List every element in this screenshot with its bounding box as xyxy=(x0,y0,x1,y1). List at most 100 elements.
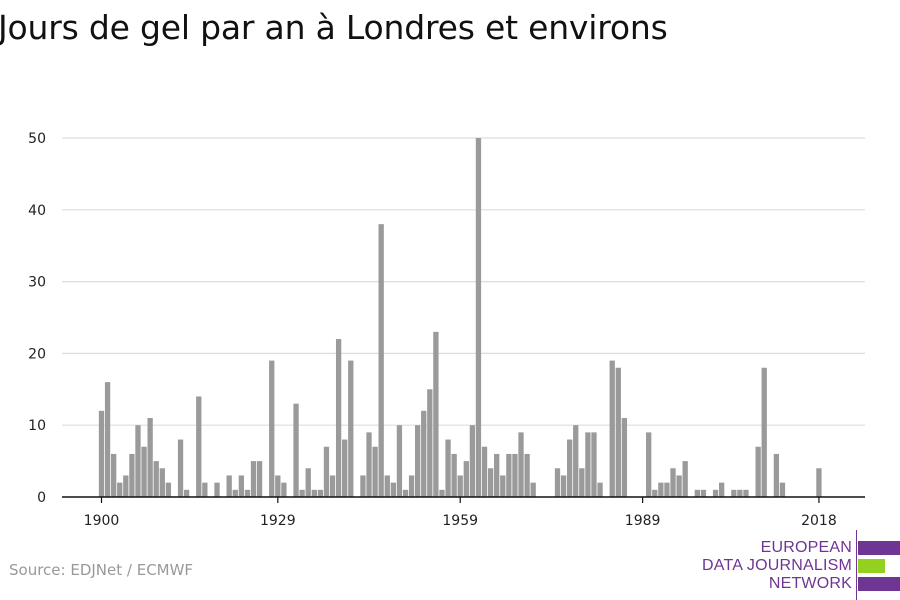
bar xyxy=(609,360,615,497)
bar xyxy=(372,446,378,497)
bar xyxy=(621,418,628,497)
bar xyxy=(232,489,238,497)
bar xyxy=(573,425,579,497)
bar xyxy=(433,331,439,497)
bar xyxy=(487,468,494,497)
bar xyxy=(305,468,311,497)
bar xyxy=(402,489,409,497)
bars xyxy=(98,138,822,497)
y-tick-label: 0 xyxy=(37,490,46,506)
bar xyxy=(348,360,354,497)
bar xyxy=(335,339,342,497)
bar xyxy=(712,489,719,497)
bar xyxy=(250,461,257,497)
bar xyxy=(421,410,427,497)
bar xyxy=(457,475,463,497)
bar xyxy=(165,482,172,497)
bar xyxy=(664,482,670,497)
logo-bar-top xyxy=(858,541,900,555)
logo-line-1: EUROPEAN xyxy=(760,539,852,556)
bar xyxy=(415,425,421,497)
bar xyxy=(676,475,682,497)
bar xyxy=(317,489,324,497)
bar xyxy=(682,461,688,497)
bar xyxy=(111,453,117,497)
bar xyxy=(591,432,597,497)
bar xyxy=(98,410,105,497)
bar xyxy=(506,453,512,497)
bar xyxy=(196,396,202,497)
bar xyxy=(141,446,147,497)
y-tick-label: 10 xyxy=(28,418,46,434)
bar xyxy=(816,468,822,497)
x-tick-label: 1900 xyxy=(84,513,120,529)
chart-title: Jours de gel par an à Londres et environ… xyxy=(0,8,668,47)
bar xyxy=(408,475,415,497)
bar xyxy=(135,425,141,497)
bar xyxy=(396,425,403,497)
bar xyxy=(658,482,664,497)
bar xyxy=(481,446,488,497)
bar xyxy=(500,475,506,497)
x-axis: 1900 1929 1959 1989 2018 xyxy=(62,496,865,529)
bar xyxy=(530,482,536,497)
bar xyxy=(104,382,111,497)
bar xyxy=(597,482,603,497)
bar xyxy=(524,453,530,497)
bar xyxy=(177,439,184,497)
bar xyxy=(256,461,263,497)
bar xyxy=(579,468,585,497)
bar xyxy=(518,432,524,497)
edjnet-logo: EUROPEAN DATA JOURNALISM NETWORK xyxy=(700,530,900,600)
bar xyxy=(293,403,299,497)
bar xyxy=(439,489,445,497)
bar xyxy=(615,367,621,497)
bar xyxy=(117,482,123,497)
bar xyxy=(384,475,390,497)
y-tick-label: 30 xyxy=(28,275,46,291)
bar xyxy=(238,475,244,497)
bar xyxy=(366,432,372,497)
x-tick-label: 1929 xyxy=(260,513,296,529)
logo-divider xyxy=(856,530,857,600)
bar xyxy=(743,489,749,497)
bar xyxy=(567,439,573,497)
bar xyxy=(129,453,135,497)
bar xyxy=(755,446,761,497)
bar xyxy=(360,475,366,497)
bar xyxy=(700,489,707,497)
bar xyxy=(329,475,336,497)
logo-bar-bottom xyxy=(858,577,900,591)
bar xyxy=(244,489,251,497)
bar xyxy=(773,453,780,497)
bar xyxy=(390,482,396,497)
y-tick-label: 20 xyxy=(28,346,46,362)
logo-line-2: DATA JOURNALISM xyxy=(702,557,852,574)
bar xyxy=(731,489,737,497)
bar xyxy=(269,360,275,497)
bar xyxy=(652,489,658,497)
bar xyxy=(512,453,518,497)
x-tick-label: 1989 xyxy=(625,513,661,529)
bar xyxy=(147,418,153,497)
bar xyxy=(159,468,165,497)
bar xyxy=(378,224,384,497)
bar xyxy=(463,461,469,497)
bar xyxy=(737,489,743,497)
bar xyxy=(226,475,232,497)
source-note: Source: EDJNet / ECMWF xyxy=(9,561,194,579)
x-tick-label: 2018 xyxy=(801,513,837,529)
bar xyxy=(554,468,561,497)
bar xyxy=(311,489,317,497)
bar xyxy=(560,475,567,497)
logo-bar-middle xyxy=(858,559,885,573)
y-tick-label: 50 xyxy=(28,131,46,147)
bar xyxy=(275,475,281,497)
logo-line-3: NETWORK xyxy=(768,575,852,592)
bar xyxy=(670,468,676,497)
bar xyxy=(281,482,287,497)
bar xyxy=(585,432,591,497)
bar xyxy=(469,425,476,497)
x-tick-label: 1959 xyxy=(442,513,478,529)
